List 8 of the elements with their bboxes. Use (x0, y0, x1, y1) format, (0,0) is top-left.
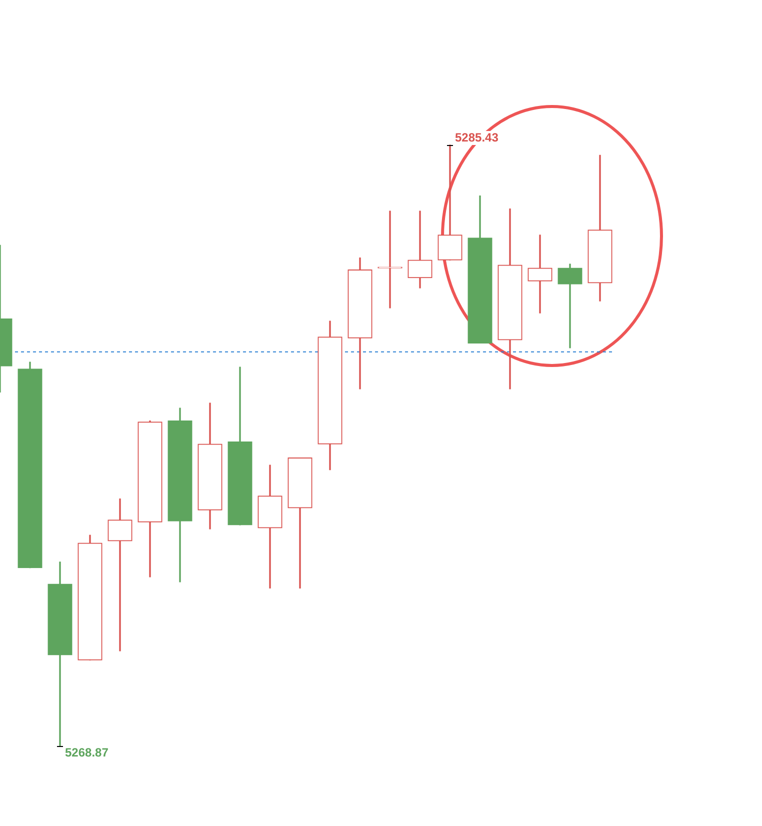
candlestick (408, 210, 432, 288)
text: 5285.43 (455, 130, 499, 144)
candlestick (528, 234, 552, 314)
candlestick (558, 264, 582, 348)
candlestick (438, 144, 462, 260)
candlestick (108, 498, 132, 652)
candlestick (378, 210, 402, 308)
annotation: 5268.87 (65, 745, 109, 760)
